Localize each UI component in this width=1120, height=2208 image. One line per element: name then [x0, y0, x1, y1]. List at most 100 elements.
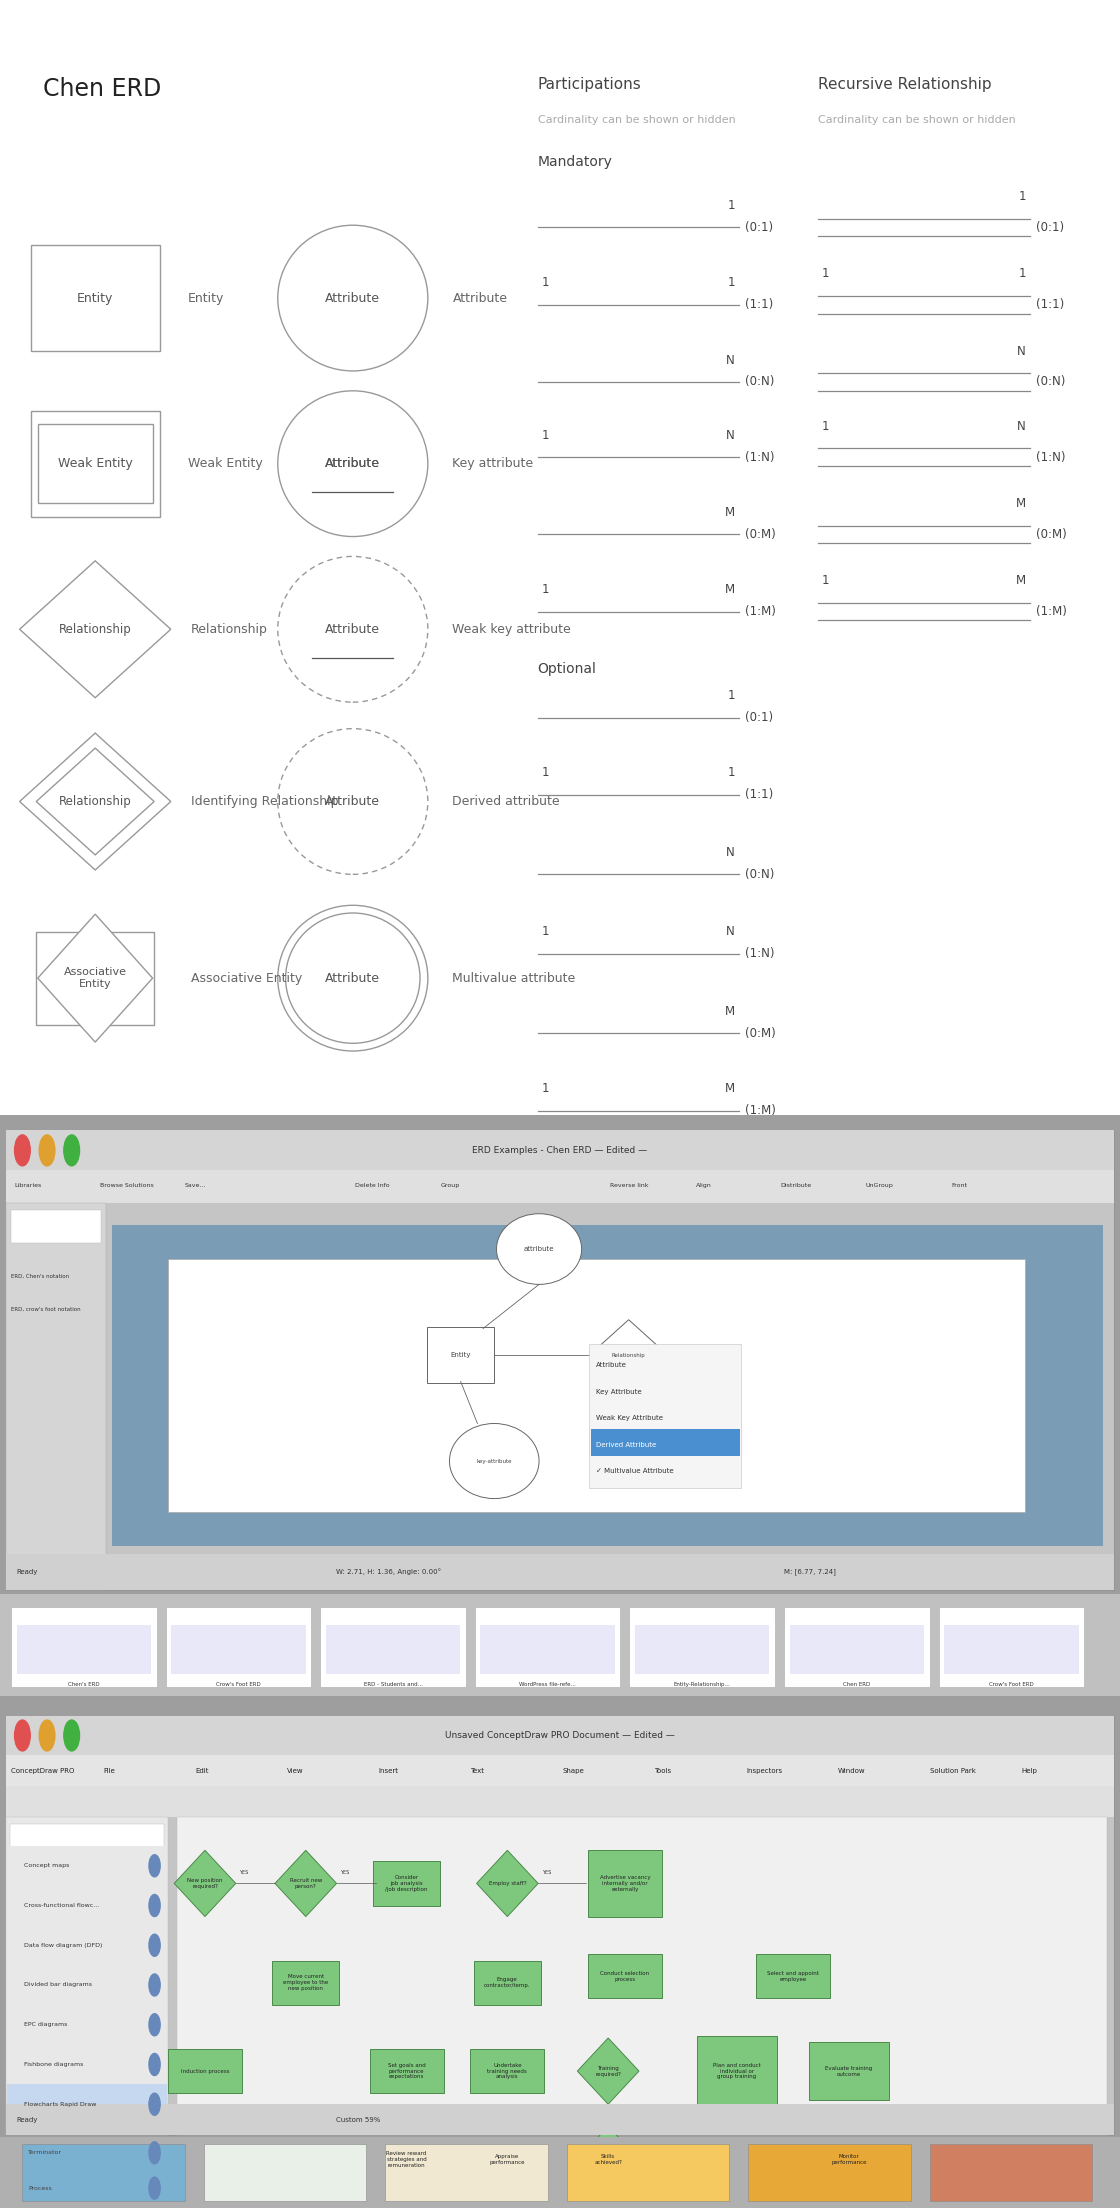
- Ellipse shape: [278, 905, 428, 1051]
- Text: (1:M): (1:M): [745, 605, 776, 618]
- Text: YES: YES: [340, 1870, 349, 1875]
- Bar: [6, 1170, 1114, 1203]
- Circle shape: [64, 1720, 80, 1751]
- Text: Libraries: Libraries: [15, 1183, 41, 1188]
- Text: 1: 1: [542, 766, 550, 779]
- Bar: [588, 1850, 662, 1917]
- Text: (0:M): (0:M): [745, 528, 775, 541]
- Text: Evaluate training
outcome: Evaluate training outcome: [825, 2067, 872, 2076]
- Text: 1: 1: [822, 267, 830, 280]
- Text: Relationship: Relationship: [59, 623, 131, 636]
- Text: Skills
achieved?: Skills achieved?: [595, 2155, 622, 2164]
- Text: File: File: [103, 1769, 114, 1773]
- Bar: [470, 2049, 544, 2093]
- Bar: [629, 1607, 775, 1687]
- Bar: [204, 2144, 366, 2201]
- Bar: [10, 1824, 164, 1857]
- Text: M: M: [1016, 574, 1026, 587]
- Text: Weak Entity: Weak Entity: [188, 457, 262, 470]
- Text: WordPress file-refe...: WordPress file-refe...: [520, 1682, 576, 1687]
- Text: YES: YES: [240, 1870, 249, 1875]
- Text: Key Attribute: Key Attribute: [596, 1389, 642, 1395]
- Text: N: N: [726, 353, 735, 367]
- Bar: [370, 2137, 444, 2182]
- Circle shape: [149, 2014, 160, 2036]
- Text: (1:N): (1:N): [1036, 450, 1065, 464]
- Text: Attribute: Attribute: [325, 457, 381, 470]
- Text: N: N: [726, 846, 735, 859]
- Circle shape: [149, 2142, 160, 2164]
- Bar: [6, 1755, 1114, 1786]
- Bar: [756, 1954, 830, 1998]
- Text: Browse Solutions: Browse Solutions: [100, 1183, 153, 1188]
- Bar: [0, 1115, 1120, 2208]
- Circle shape: [15, 1135, 30, 1166]
- Bar: [31, 411, 160, 517]
- Bar: [790, 1625, 924, 1674]
- Text: Flowcharts Rapid Draw: Flowcharts Rapid Draw: [24, 2102, 96, 2106]
- Text: UnGroup: UnGroup: [866, 1183, 894, 1188]
- Polygon shape: [36, 749, 155, 854]
- Text: Select and appoint
employee: Select and appoint employee: [767, 1972, 819, 1981]
- Text: Edit: Edit: [195, 1769, 208, 1773]
- Bar: [168, 1259, 1025, 1512]
- Text: Terminator: Terminator: [28, 2151, 62, 2155]
- Text: (0:1): (0:1): [745, 711, 773, 724]
- Ellipse shape: [278, 729, 428, 874]
- Text: Entity: Entity: [188, 291, 224, 305]
- Bar: [939, 1607, 1084, 1687]
- Bar: [7, 2045, 167, 2080]
- Bar: [36, 932, 155, 1025]
- Bar: [6, 1130, 1114, 1590]
- Text: Attribute: Attribute: [452, 291, 507, 305]
- Text: Associative
Entity: Associative Entity: [64, 967, 127, 989]
- Circle shape: [149, 1934, 160, 1956]
- Text: Induction process: Induction process: [180, 2069, 230, 2073]
- Text: M: M: [725, 583, 735, 596]
- Text: (1:N): (1:N): [745, 450, 774, 464]
- Text: key-attribute: key-attribute: [476, 1459, 512, 1464]
- Text: Consider
job analysis
/job description: Consider job analysis /job description: [385, 1875, 428, 1892]
- Polygon shape: [20, 733, 171, 870]
- Text: Attribute: Attribute: [325, 291, 381, 305]
- Text: M: [6.77, 7.24]: M: [6.77, 7.24]: [784, 1568, 836, 1577]
- Text: M: M: [725, 1005, 735, 1018]
- Bar: [809, 2137, 889, 2182]
- Text: Recruit new
person?: Recruit new person?: [290, 1879, 321, 1888]
- Bar: [6, 1554, 1114, 1590]
- Text: 1: 1: [822, 574, 830, 587]
- Text: M: M: [725, 506, 735, 519]
- Text: Participations: Participations: [538, 77, 642, 93]
- Bar: [171, 1625, 306, 1674]
- Bar: [11, 1607, 157, 1687]
- Bar: [6, 2104, 1114, 2135]
- Polygon shape: [175, 1850, 235, 1917]
- Bar: [272, 1961, 339, 2005]
- Text: (1:1): (1:1): [1036, 298, 1064, 311]
- Bar: [370, 2049, 444, 2093]
- Bar: [697, 2036, 777, 2106]
- Text: ConceptDraw PRO: ConceptDraw PRO: [11, 1769, 75, 1773]
- Text: Attribute: Attribute: [325, 623, 381, 636]
- Text: Crow's Foot ERD: Crow's Foot ERD: [216, 1682, 261, 1687]
- Circle shape: [149, 1855, 160, 1877]
- Text: Process: Process: [28, 2186, 52, 2190]
- Circle shape: [39, 1135, 55, 1166]
- Bar: [6, 1203, 106, 1590]
- Text: Conduct selection
process: Conduct selection process: [600, 1972, 650, 1981]
- Text: Plan and conduct
individual or
group training: Plan and conduct individual or group tra…: [713, 2062, 760, 2080]
- Bar: [6, 1130, 1114, 1170]
- Bar: [166, 1607, 311, 1687]
- Bar: [385, 2144, 548, 2201]
- Bar: [475, 1607, 620, 1687]
- Text: Attribute: Attribute: [325, 457, 381, 470]
- Text: Front: Front: [951, 1183, 967, 1188]
- Bar: [944, 1625, 1079, 1674]
- Bar: [784, 1607, 930, 1687]
- Bar: [930, 2144, 1092, 2201]
- Bar: [22, 2144, 185, 2201]
- Bar: [11, 2177, 20, 2199]
- Text: View: View: [287, 1769, 304, 1773]
- Text: N: N: [726, 428, 735, 442]
- Text: W: 2.71, H: 1.36, Angle: 0.00°: W: 2.71, H: 1.36, Angle: 0.00°: [336, 1568, 441, 1577]
